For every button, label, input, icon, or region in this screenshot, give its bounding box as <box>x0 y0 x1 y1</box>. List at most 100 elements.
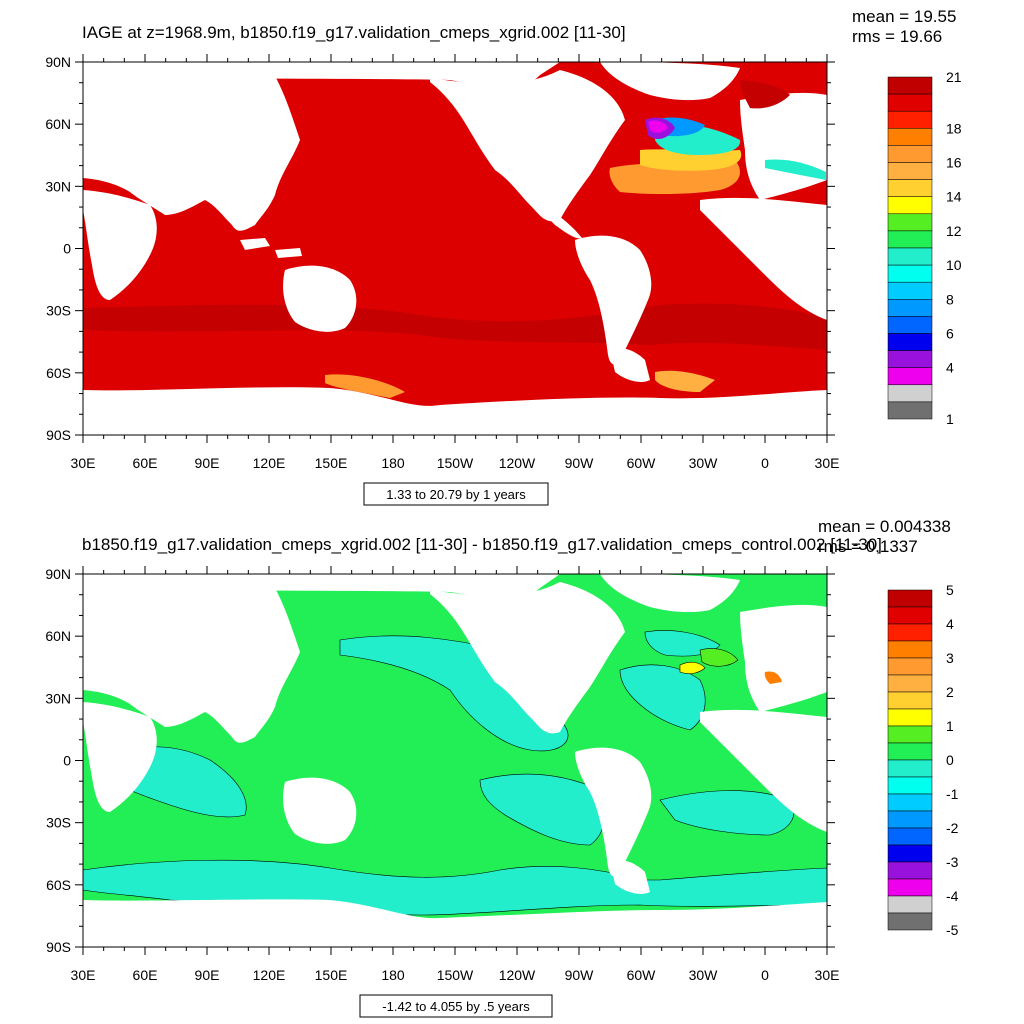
bottom-lon-label: 120W <box>499 967 536 983</box>
bottom-colorbar-label: -3 <box>946 854 959 870</box>
bottom-land-north-america <box>430 582 625 734</box>
top-rms: rms = 19.66 <box>852 27 942 46</box>
bottom-land-africa-east <box>700 709 827 832</box>
top-land-greenland <box>600 62 740 101</box>
bottom-map <box>82 573 828 948</box>
bottom-lon-label: 120E <box>253 967 286 983</box>
top-land-australia <box>283 265 357 332</box>
bottom-colorbar-box <box>887 776 933 795</box>
bottom-colorbar-label: 4 <box>946 616 954 632</box>
bottom-title: b1850.f19_g17.validation_cmeps_xgrid.002… <box>82 535 882 554</box>
top-lon-label: 0 <box>761 455 769 471</box>
bottom-lat-label: 30S <box>46 815 71 831</box>
bottom-colorbar-box <box>887 759 933 778</box>
top-lon-label: 30E <box>71 455 96 471</box>
top-lat-axis: 90N 60N 30N 0 30S 60S 90S <box>45 54 835 443</box>
bottom-colorbar-label: -1 <box>946 786 959 802</box>
top-lon-label: 120W <box>499 455 536 471</box>
bottom-colorbar-label: 2 <box>946 684 954 700</box>
bottom-colorbar-box <box>887 827 933 846</box>
bottom-cyan-atlantic <box>619 664 706 731</box>
bottom-lat-label: 30N <box>45 690 71 706</box>
bottom-range-note: -1.42 to 4.055 by .5 years <box>382 999 530 1014</box>
top-land-central-america <box>540 205 582 239</box>
top-range-box <box>363 482 549 506</box>
top-colorbar-box <box>887 196 933 215</box>
bottom-colorbar-label: -4 <box>946 888 959 904</box>
top-lon-label: 180 <box>381 455 405 471</box>
top-land-europe <box>740 92 827 200</box>
bottom-rms: rms = 0.1337 <box>818 537 918 556</box>
bottom-lat-label: 90S <box>46 939 71 955</box>
top-panel: IAGE at z=1968.9m, b1850.f19_g17.validat… <box>45 7 962 506</box>
top-range-note: 1.33 to 20.79 by 1 years <box>386 487 526 502</box>
bottom-mean: mean = 0.004338 <box>818 517 951 536</box>
bottom-lon-label: 90E <box>195 967 220 983</box>
top-lon-label: 90W <box>565 455 595 471</box>
bottom-lon-label: 60W <box>627 967 657 983</box>
top-colorbar-box <box>887 333 933 351</box>
bottom-cyan-npacific <box>339 635 569 752</box>
bottom-land-asia <box>83 588 300 743</box>
bottom-lon-label: 150W <box>437 967 474 983</box>
top-colorbar-box <box>887 367 933 386</box>
bottom-lat-label: 60S <box>46 877 71 893</box>
top-colorbar-box <box>887 76 933 95</box>
bottom-lon-label: 30E <box>815 967 840 983</box>
top-land-antarctic-peninsula <box>610 348 650 383</box>
top-lon-label: 60W <box>627 455 657 471</box>
top-lon-label: 60E <box>133 455 158 471</box>
top-land-africa-east <box>700 197 827 320</box>
top-land-arctic <box>83 62 560 89</box>
top-lon-label: 90E <box>195 455 220 471</box>
top-colorbar-box <box>887 230 933 249</box>
top-colorbar-box <box>887 93 933 112</box>
bottom-land-africa <box>83 702 157 812</box>
top-colorbar-box <box>887 401 933 420</box>
bottom-colorbar-box <box>887 623 933 642</box>
top-lon-label: 150W <box>437 455 474 471</box>
top-antarctica <box>83 387 827 435</box>
bottom-land-south-america <box>575 747 652 877</box>
top-map <box>82 61 828 436</box>
top-colorbar-box <box>887 281 933 300</box>
bottom-med-patch <box>764 671 782 684</box>
bottom-lon-label: 180 <box>381 967 405 983</box>
top-land-islands <box>240 238 302 258</box>
bottom-colorbar-box <box>887 895 933 914</box>
bottom-land-arctic <box>83 574 560 600</box>
top-colorbar-box <box>887 128 933 146</box>
top-land-africa <box>83 190 157 300</box>
top-lon-label: 120E <box>253 455 286 471</box>
top-lon-label: 150E <box>315 455 348 471</box>
bottom-cyan-satl <box>659 790 795 836</box>
bottom-colorbar-box <box>887 912 933 931</box>
top-colorbar-label: 4 <box>946 360 954 376</box>
bottom-colorbar-box <box>887 725 933 744</box>
top-colorbar-box <box>887 299 933 317</box>
top-colorbar-box <box>887 350 933 368</box>
top-colorbar-box <box>887 162 933 180</box>
top-lon-axis: 30E 60E 90E 120E 150E 180 150W 120W 90W 60W 30W 0 30… <box>71 54 840 471</box>
top-colorbar-box <box>887 179 933 197</box>
bottom-lon-label: 30E <box>71 967 96 983</box>
bottom-colorbar-box <box>887 708 933 727</box>
bottom-range-box <box>359 994 553 1018</box>
bottom-colorbar: 5 4 3 2 1 0 -1 -2 -3 -4 -5 <box>887 582 959 938</box>
top-colorbar-label: 8 <box>946 291 954 307</box>
bottom-colorbar-box <box>887 657 933 676</box>
top-ross-shelf-patch <box>325 374 405 398</box>
bottom-colorbar-box <box>887 793 933 812</box>
top-title: IAGE at z=1968.9m, b1850.f19_g17.validat… <box>82 23 626 42</box>
top-lon-label: 30W <box>689 455 719 471</box>
top-lon-label: 30E <box>815 455 840 471</box>
top-colorbar-box <box>887 316 933 334</box>
top-natl-yellow <box>640 149 742 171</box>
top-colorbar-label: 1 <box>946 411 954 427</box>
bottom-lon-axis: 30E 60E 90E 120E 150E 180 150W 120W 90W 60W 30W 0 30… <box>71 566 840 983</box>
top-colorbar-box <box>887 264 933 283</box>
bottom-colorbar-label: 3 <box>946 650 954 666</box>
bottom-land-antarctic-peninsula <box>610 860 650 895</box>
top-colorbar-label: 6 <box>946 326 954 342</box>
top-land-south-america <box>575 235 652 365</box>
